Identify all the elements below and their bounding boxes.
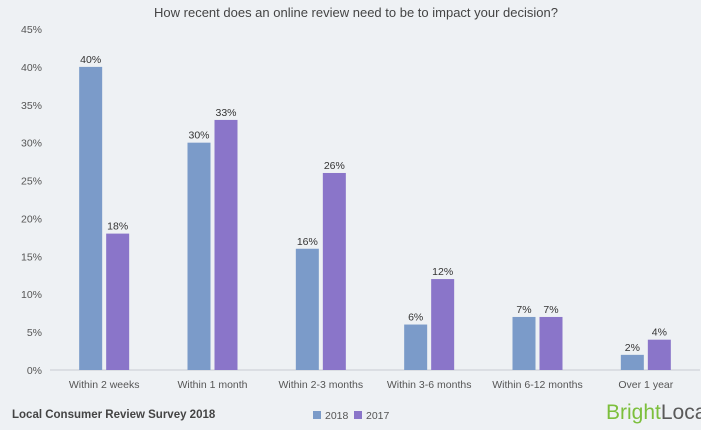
brand-part-local: Local bbox=[661, 401, 701, 424]
y-axis: 0% 5% 10% 15% 20% 25% 30% 35% 40% 45% bbox=[21, 24, 42, 377]
bar-labels-group: 40% 18% 30% 33% 16% 26% 6% 12% 7% 7% 2% 4% bbox=[80, 54, 667, 354]
x-category-label: Within 3-6 months bbox=[387, 379, 472, 391]
x-category-label: Over 1 year bbox=[618, 379, 673, 391]
bar-label-2017-1: 33% bbox=[215, 107, 236, 119]
bar-2018-0 bbox=[79, 66, 103, 370]
y-tick-label: 40% bbox=[21, 62, 42, 74]
bar-label-2018-0: 40% bbox=[80, 54, 101, 66]
y-tick-label: 45% bbox=[21, 24, 42, 36]
bar-2017-4 bbox=[539, 316, 563, 370]
bar-2017-0 bbox=[106, 233, 130, 370]
bar-2018-5 bbox=[620, 354, 644, 370]
y-tick-label: 25% bbox=[21, 176, 42, 188]
bar-label-2018-5: 2% bbox=[625, 342, 640, 354]
legend-label-2017: 2017 bbox=[366, 410, 390, 422]
bar-label-2017-4: 7% bbox=[543, 304, 558, 316]
bar-label-2017-0: 18% bbox=[107, 221, 128, 233]
brightlocal-logo: BrightLocal bbox=[606, 401, 701, 424]
bars-group bbox=[79, 66, 671, 370]
y-tick-label: 35% bbox=[21, 100, 42, 112]
bar-label-2018-2: 16% bbox=[297, 236, 318, 248]
x-axis-categories: Within 2 weeks Within 1 month Within 2-3 m… bbox=[69, 379, 674, 391]
y-tick-label: 10% bbox=[21, 289, 42, 301]
bar-2018-2 bbox=[295, 248, 319, 370]
chart-title: How recent does an online review need to… bbox=[154, 5, 558, 20]
legend-swatch-2018 bbox=[313, 411, 321, 419]
bar-2017-5 bbox=[647, 339, 671, 370]
brand-part-bright: Bright bbox=[606, 401, 661, 424]
bar-label-2017-3: 12% bbox=[432, 266, 453, 278]
x-category-label: Within 1 month bbox=[177, 379, 247, 391]
legend-swatch-2017 bbox=[354, 411, 362, 419]
source-caption: Local Consumer Review Survey 2018 bbox=[12, 409, 216, 421]
x-category-label: Within 2 weeks bbox=[69, 379, 140, 391]
x-category-label: Within 6-12 months bbox=[492, 379, 582, 391]
bar-label-2017-5: 4% bbox=[652, 327, 667, 339]
bar-2018-3 bbox=[404, 324, 428, 370]
legend-label-2018: 2018 bbox=[325, 410, 349, 422]
bar-label-2018-3: 6% bbox=[408, 312, 423, 324]
y-tick-label: 5% bbox=[27, 327, 42, 339]
bar-label-2017-2: 26% bbox=[324, 160, 345, 172]
legend: 2018 2017 bbox=[313, 410, 390, 422]
bar-2018-1 bbox=[187, 142, 211, 370]
bar-label-2018-1: 30% bbox=[188, 130, 209, 142]
y-tick-label: 15% bbox=[21, 251, 42, 263]
y-tick-label: 20% bbox=[21, 213, 42, 225]
bar-2017-2 bbox=[322, 172, 346, 370]
x-category-label: Within 2-3 months bbox=[279, 379, 364, 391]
bar-label-2018-4: 7% bbox=[516, 304, 531, 316]
y-tick-label: 0% bbox=[27, 365, 42, 377]
bar-2017-1 bbox=[214, 119, 238, 370]
y-tick-label: 30% bbox=[21, 138, 42, 150]
bar-2017-3 bbox=[431, 279, 455, 370]
bar-2018-4 bbox=[512, 316, 536, 370]
